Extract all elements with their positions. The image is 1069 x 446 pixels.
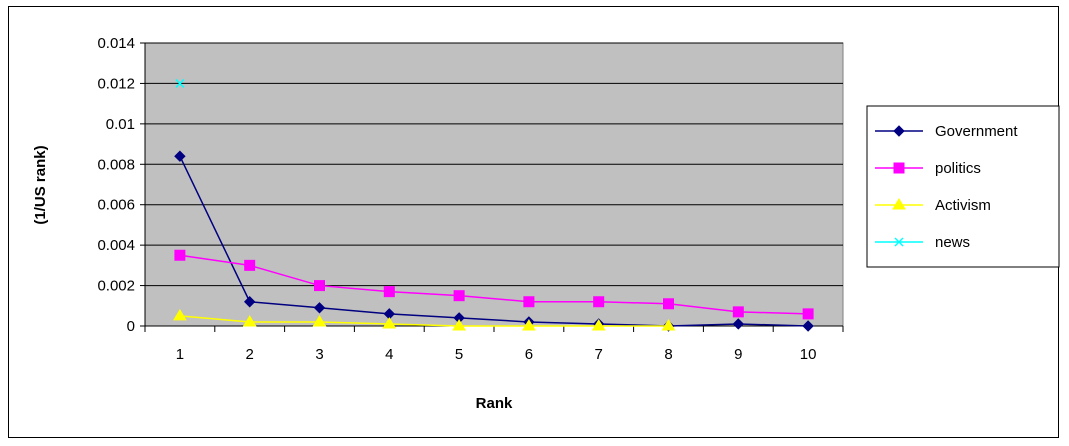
data-point-activism [382,317,397,329]
legend-item-news: news [875,234,970,251]
y-axis-title: (1/US rank) [32,145,49,224]
legend-marker-politics [893,162,905,174]
legend-label-politics: politics [935,160,981,177]
series-line-politics [179,254,809,315]
data-point-politics [314,280,325,292]
series-activism [173,308,676,331]
series-line-government [179,155,809,327]
x-tick-label: 10 [800,346,817,363]
data-point-politics [523,296,535,308]
data-point-politics [802,308,814,320]
data-point-politics [663,298,674,310]
y-tick-label: 0.008 [97,156,135,173]
legend-label-news: news [935,234,970,251]
series-politics [174,249,814,320]
marker-stroke [894,237,904,247]
x-tick-label: 2 [246,346,254,363]
data-point-government [802,320,814,332]
legend-marker-government [893,125,905,137]
data-point-activism [312,314,327,327]
legend: Government politics Activism news [866,105,1060,268]
data-point-activism [591,319,606,331]
series-news [175,78,185,88]
legend-marker-news [894,237,904,247]
data-point-politics [732,306,744,318]
x-tick-label: 9 [734,346,742,363]
y-tick-label: 0 [127,318,135,335]
legend-label-activism: Activism [935,197,991,214]
y-tick-label: 0.006 [97,197,135,214]
data-point-activism [452,319,466,331]
data-point-activism [522,319,536,331]
y-tick-label: 0.014 [97,35,135,52]
data-point-government [243,296,256,308]
data-point-politics [453,290,465,302]
x-tick-label: 8 [664,346,672,363]
x-tick-label: 6 [525,346,533,363]
legend-item-government: Government [875,123,1018,140]
data-point-politics [174,249,186,261]
x-axis-title: Rank [476,395,513,412]
y-tick-label: 0.01 [106,116,135,133]
series-line-activism [179,315,669,327]
data-point-government [732,318,745,330]
data-point-government [313,302,326,314]
x-tick-label: 7 [595,346,603,363]
data-point-politics [593,296,605,308]
y-tick-label: 0.012 [97,75,135,92]
plot-area [144,42,844,327]
legend-marker-activism [892,198,906,210]
y-tick-label: 0.002 [97,278,135,295]
legend-item-activism: Activism [875,197,991,214]
marker-stroke [175,78,185,88]
legend-label-government: Government [935,123,1018,140]
x-tick-label: 4 [385,346,393,363]
y-tick-label: 0.004 [97,237,135,254]
legend-item-politics: politics [875,160,981,177]
data-point-news [175,78,185,88]
data-point-activism [242,314,257,327]
data-point-politics [244,259,256,271]
data-point-activism [173,308,187,321]
data-point-activism [661,319,676,331]
x-tick-label: 3 [315,346,323,363]
x-tick-label: 1 [176,346,184,363]
data-point-politics [383,286,395,298]
x-tick-label: 5 [455,346,463,363]
data-point-government [174,150,186,162]
